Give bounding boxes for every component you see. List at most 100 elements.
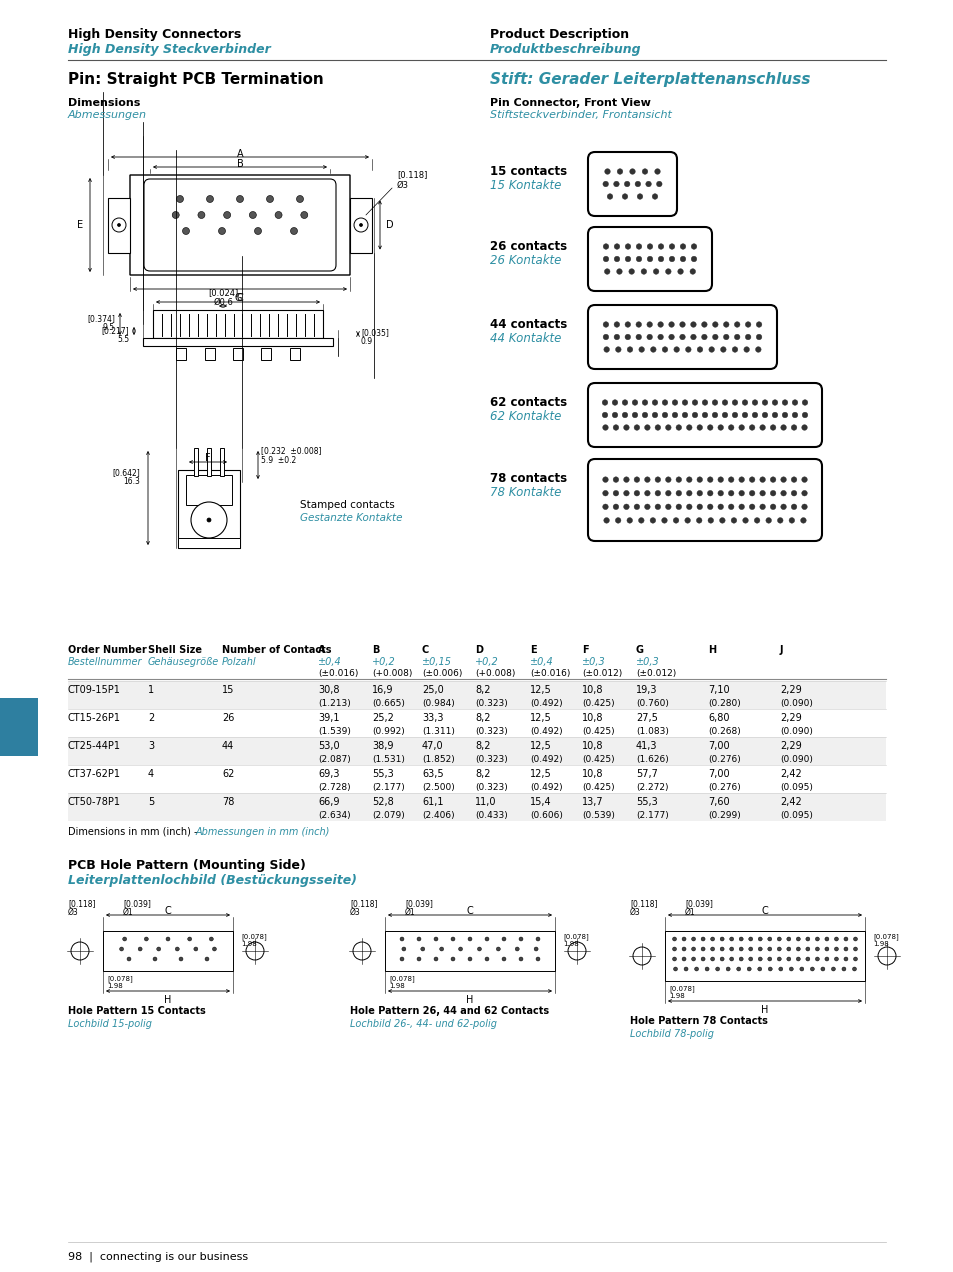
Text: Gehäusegröße: Gehäusegröße xyxy=(148,658,219,667)
Circle shape xyxy=(700,335,706,340)
FancyBboxPatch shape xyxy=(587,151,677,216)
Text: 55,3: 55,3 xyxy=(636,798,657,806)
Text: (0.323): (0.323) xyxy=(475,728,507,736)
Circle shape xyxy=(614,256,619,262)
Circle shape xyxy=(780,477,785,482)
Circle shape xyxy=(759,491,764,496)
Text: [0.078]: [0.078] xyxy=(562,932,588,940)
Circle shape xyxy=(175,946,179,951)
Circle shape xyxy=(715,967,719,971)
Text: 1.98: 1.98 xyxy=(241,941,256,946)
Text: 38,9: 38,9 xyxy=(372,742,393,750)
Text: CT25-44P1: CT25-44P1 xyxy=(68,742,121,750)
Text: 8,2: 8,2 xyxy=(475,742,490,750)
Text: [0.078]: [0.078] xyxy=(389,976,415,982)
Text: (±0.016): (±0.016) xyxy=(530,669,570,678)
Circle shape xyxy=(834,937,838,941)
Text: (0.425): (0.425) xyxy=(581,728,614,736)
Text: [0.024]: [0.024] xyxy=(208,287,238,296)
Circle shape xyxy=(721,399,727,406)
Circle shape xyxy=(602,425,608,430)
Circle shape xyxy=(721,412,727,417)
Text: E: E xyxy=(530,645,536,655)
Circle shape xyxy=(628,268,634,275)
Circle shape xyxy=(780,491,785,496)
Bar xyxy=(220,448,224,476)
Circle shape xyxy=(679,335,684,340)
Circle shape xyxy=(668,335,674,340)
Circle shape xyxy=(728,477,733,482)
Circle shape xyxy=(676,425,680,430)
Circle shape xyxy=(712,412,717,417)
Circle shape xyxy=(179,957,183,962)
Circle shape xyxy=(117,224,120,226)
Text: 78 contacts: 78 contacts xyxy=(490,472,566,485)
Text: (1.213): (1.213) xyxy=(317,700,351,709)
Text: (0.492): (0.492) xyxy=(530,784,562,792)
FancyBboxPatch shape xyxy=(587,383,821,446)
Circle shape xyxy=(353,943,371,960)
Circle shape xyxy=(274,211,282,219)
Circle shape xyxy=(646,256,652,262)
Circle shape xyxy=(771,399,777,406)
Text: 8,2: 8,2 xyxy=(475,714,490,722)
Text: (0.984): (0.984) xyxy=(421,700,455,709)
Circle shape xyxy=(759,425,764,430)
Text: (1.083): (1.083) xyxy=(636,728,668,736)
Circle shape xyxy=(781,399,787,406)
Circle shape xyxy=(614,244,619,249)
FancyBboxPatch shape xyxy=(587,459,821,541)
Circle shape xyxy=(658,335,662,340)
Circle shape xyxy=(613,477,618,482)
Circle shape xyxy=(655,477,660,482)
Text: 66,9: 66,9 xyxy=(317,798,339,806)
Circle shape xyxy=(476,946,481,951)
Text: 57,7: 57,7 xyxy=(636,770,658,778)
Circle shape xyxy=(692,399,697,406)
Text: (0.425): (0.425) xyxy=(581,784,614,792)
Text: (±0.016): (±0.016) xyxy=(317,669,358,678)
Circle shape xyxy=(720,347,725,352)
Circle shape xyxy=(718,477,722,482)
Text: 3: 3 xyxy=(148,742,154,750)
Circle shape xyxy=(602,477,608,482)
Circle shape xyxy=(640,268,646,275)
Circle shape xyxy=(649,518,655,523)
Circle shape xyxy=(697,477,701,482)
Text: B: B xyxy=(372,645,379,655)
Circle shape xyxy=(484,937,489,941)
Text: [0.118]: [0.118] xyxy=(68,899,95,908)
Circle shape xyxy=(665,491,670,496)
Bar xyxy=(193,448,198,476)
Text: 25,2: 25,2 xyxy=(372,714,394,722)
Text: 16,9: 16,9 xyxy=(372,686,393,695)
Bar xyxy=(233,349,243,360)
Circle shape xyxy=(191,502,227,538)
Circle shape xyxy=(652,412,658,417)
Circle shape xyxy=(686,477,691,482)
Circle shape xyxy=(209,937,213,941)
Text: Hole Pattern 26, 44 and 62 Contacts: Hole Pattern 26, 44 and 62 Contacts xyxy=(350,1006,549,1016)
Text: 0.9: 0.9 xyxy=(360,337,373,346)
Circle shape xyxy=(246,943,264,960)
Circle shape xyxy=(617,169,622,174)
Text: (0.539): (0.539) xyxy=(581,812,615,820)
Circle shape xyxy=(127,957,131,962)
Circle shape xyxy=(650,347,656,352)
Text: 44: 44 xyxy=(222,742,234,750)
Circle shape xyxy=(790,477,796,482)
Circle shape xyxy=(632,412,638,417)
Circle shape xyxy=(707,425,712,430)
Text: [0.039]: [0.039] xyxy=(405,899,433,908)
Circle shape xyxy=(679,244,685,249)
Text: Ø1: Ø1 xyxy=(684,908,695,917)
Circle shape xyxy=(624,335,630,340)
Circle shape xyxy=(468,957,472,962)
Circle shape xyxy=(853,946,857,951)
Text: Ø3: Ø3 xyxy=(629,908,640,917)
Circle shape xyxy=(636,335,640,340)
Circle shape xyxy=(636,256,641,262)
Circle shape xyxy=(692,412,697,417)
Text: J: J xyxy=(780,645,782,655)
Text: High Density Connectors: High Density Connectors xyxy=(68,28,241,41)
